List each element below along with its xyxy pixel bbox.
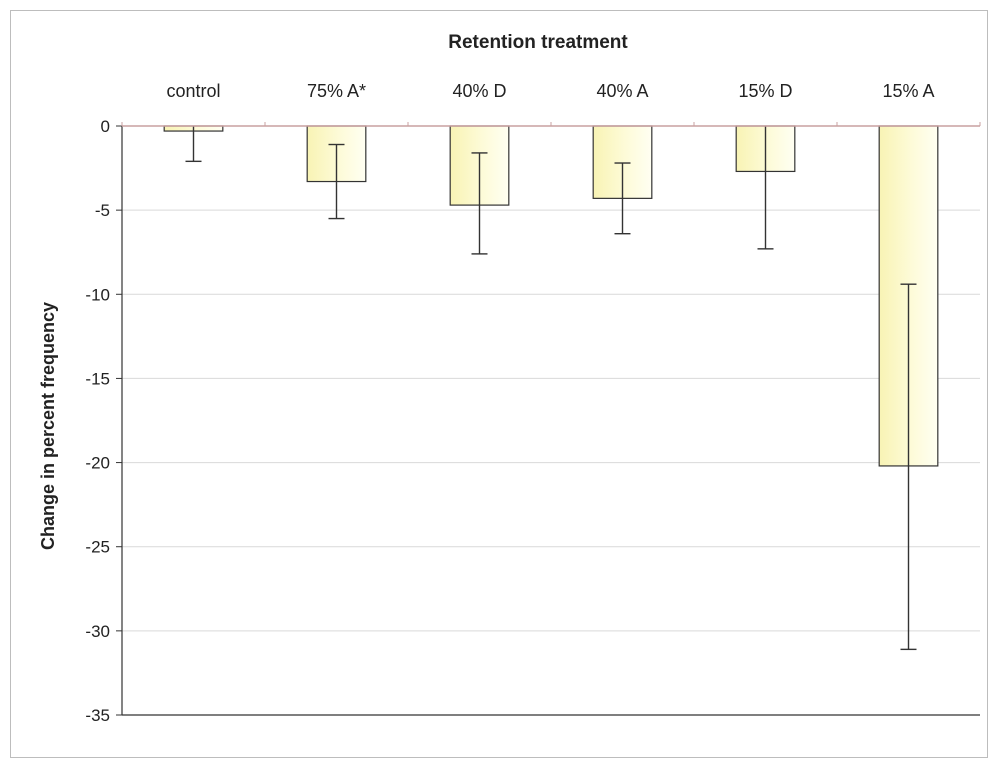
category-label: control <box>166 81 220 101</box>
y-axis-label: Change in percent frequency <box>38 302 58 550</box>
y-tick-labels: 0 -5 -10 -15 -20 -25 -30 -35 <box>85 117 110 725</box>
y-tick-label: -15 <box>85 369 110 388</box>
category-labels: control 75% A* 40% D 40% A 15% D 15% A <box>166 81 934 101</box>
axes <box>116 122 981 716</box>
y-tick-label: -30 <box>85 622 110 641</box>
y-tick-label: -25 <box>85 538 110 557</box>
chart-title: Retention treatment <box>448 32 628 53</box>
y-tick-label: -35 <box>85 706 110 725</box>
category-label: 40% A <box>596 81 648 101</box>
y-tick-label: -20 <box>85 454 110 473</box>
category-label: 75% A* <box>307 81 366 101</box>
gridlines <box>122 209 980 716</box>
bars <box>163 125 939 467</box>
category-label: 15% A <box>882 81 934 101</box>
y-tick-label: -5 <box>95 201 110 220</box>
y-tick-label: -10 <box>85 285 110 304</box>
error-bars <box>185 126 917 651</box>
y-tick-label: 0 <box>101 117 110 136</box>
category-label: 15% D <box>738 81 792 101</box>
chart-frame <box>10 10 988 758</box>
category-label: 40% D <box>452 81 506 101</box>
